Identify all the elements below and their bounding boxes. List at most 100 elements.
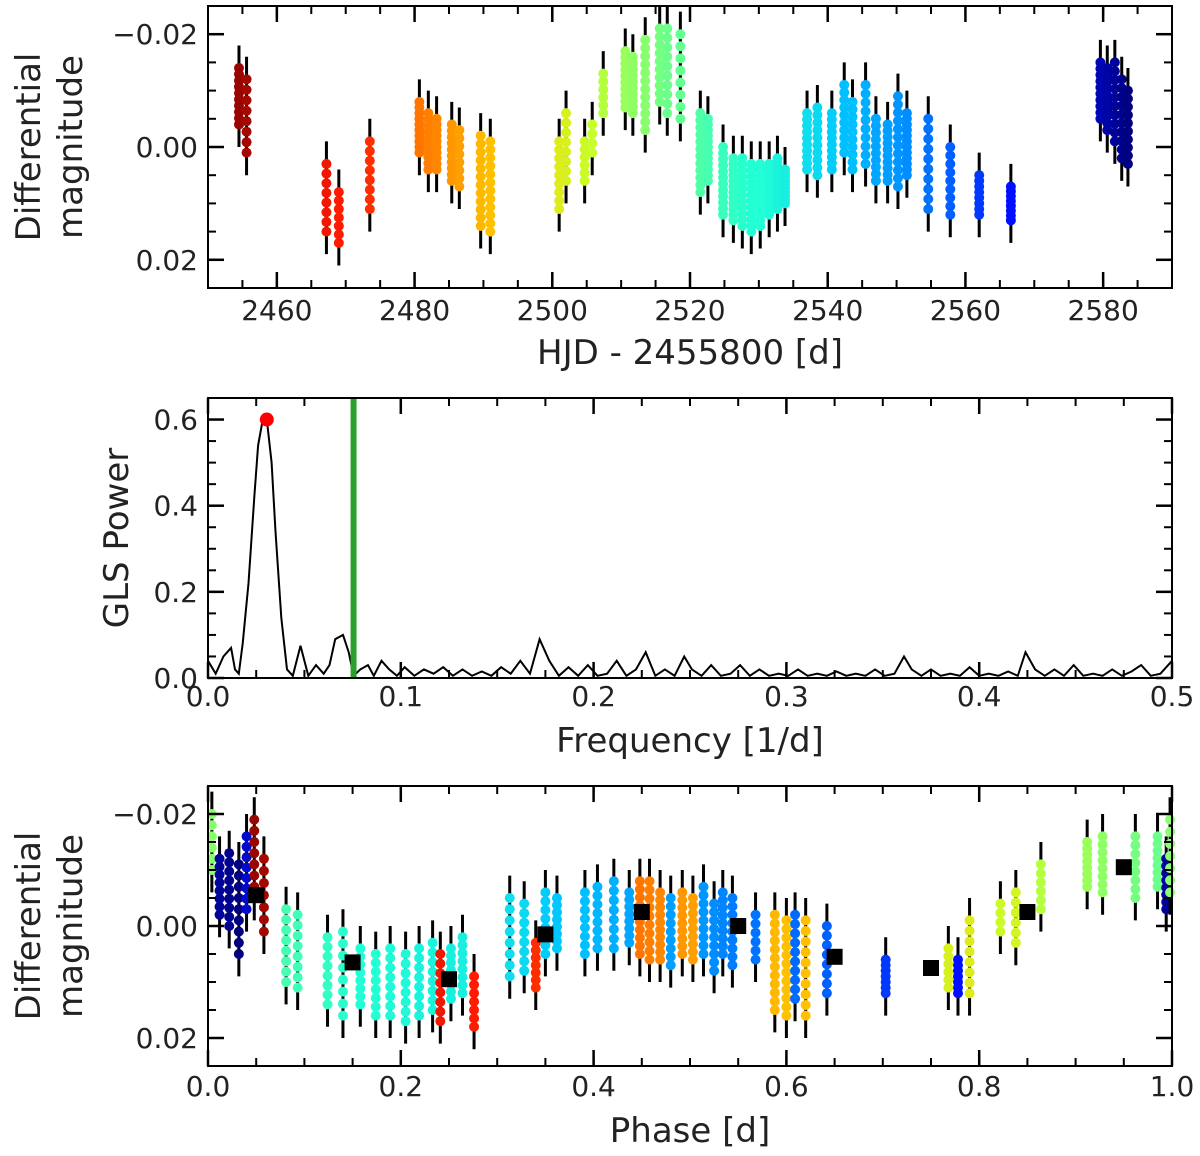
data-point [1082,881,1093,892]
data-point [839,79,850,90]
data-point [943,951,954,962]
data-point [644,954,655,965]
data-point [281,914,292,925]
data-point [687,908,698,919]
data-point [687,900,698,911]
data-point [370,966,381,977]
data-point [964,936,975,947]
data-point [860,97,871,108]
data-point [812,140,823,151]
data-point [333,237,344,248]
data-point [385,972,396,983]
data-point [370,984,381,995]
data-point [1165,863,1176,874]
data-point [675,41,686,52]
data-point [457,940,468,951]
data-point [860,106,871,117]
data-point [224,911,235,922]
data-point [1097,831,1108,842]
data-point [1165,826,1176,837]
data-point [475,163,486,174]
data-point [587,128,598,139]
y-tick-label: 0.02 [136,1022,198,1055]
data-point [790,975,801,986]
data-point [241,137,252,148]
data-point [224,902,235,913]
data-point [698,898,709,909]
data-point [292,951,303,962]
data-point [224,875,235,886]
data-point [964,915,975,926]
data-point [702,175,713,186]
data-point [634,932,645,943]
data-point [579,144,590,155]
data-point [504,904,515,915]
data-point [870,141,881,152]
data-point [337,926,348,937]
data-point [640,34,651,45]
data-point [644,937,655,948]
data-point [540,913,551,924]
data-point [644,928,655,939]
data-point [400,958,411,969]
data-point [233,926,244,937]
data-point [322,999,333,1010]
data-point [233,893,244,903]
data-point [1097,847,1108,858]
data-point [665,893,676,903]
data-point [414,1001,425,1011]
periodogram-x-axis-label: Frequency [1/d] [556,721,824,761]
data-point [1152,838,1163,849]
data-point [640,51,651,62]
data-point [333,204,344,215]
x-tick-label: 0.0 [186,1070,231,1103]
data-point [677,910,688,921]
data-point [839,95,850,105]
data-point [454,165,465,176]
data-point [1152,860,1163,871]
data-point [551,907,562,918]
data-point [781,932,792,943]
data-point [677,895,688,906]
data-point [385,981,396,992]
data-point [561,137,572,148]
phase-folded-marks [206,791,1176,1050]
data-point [654,64,665,75]
data-point [781,915,792,926]
x-tick-label: 2520 [654,294,725,327]
y-tick-label: 0.00 [136,910,198,943]
data-point [964,925,975,936]
data-point [598,76,609,87]
data-point [695,129,706,140]
data-point [1130,875,1141,886]
data-point [943,943,954,954]
data-point [634,924,645,935]
data-point [634,876,645,887]
data-point [241,74,252,85]
data-point [655,917,666,928]
data-point [620,102,631,113]
data-point [923,153,934,164]
data-point [781,993,792,1004]
data-point [579,940,590,951]
data-point [364,155,375,166]
data-point [1130,849,1141,859]
data-point [385,953,396,963]
x-tick-label: 0.3 [764,680,809,713]
data-point [769,987,780,998]
data-point [1116,74,1127,85]
data-point [292,972,303,983]
data-point [551,893,562,903]
data-point [769,996,780,1007]
data-point [364,146,375,157]
data-point [644,876,655,887]
data-point [1010,907,1021,918]
data-point [414,1010,425,1021]
data-point [435,949,446,959]
data-point [665,926,676,937]
x-tick-label: 2460 [241,294,312,327]
data-point [727,935,738,945]
x-tick-label: 2580 [1068,294,1139,327]
data-point [624,937,635,948]
